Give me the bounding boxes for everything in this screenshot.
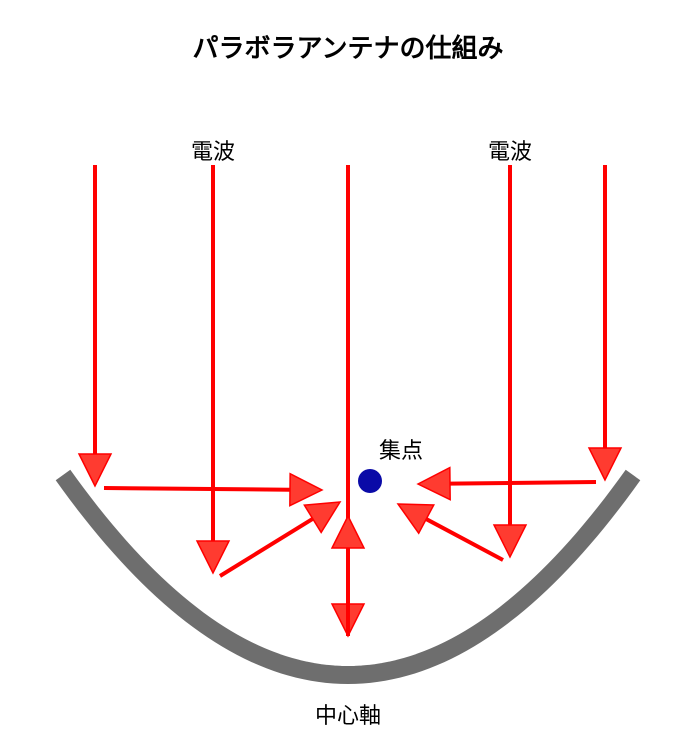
arrow-head-rf_2 — [304, 502, 340, 532]
arrow-line-rf_5 — [450, 482, 596, 484]
arrow-line-rf_4 — [426, 519, 503, 560]
label-wave-right: 電波 — [488, 134, 532, 166]
arrow-head-rf_1 — [290, 474, 322, 506]
diagram-stage: パラボラアンテナの仕組み 電波 電波 集点 中心軸 — [0, 0, 696, 744]
arrow-line-rf_2 — [220, 519, 313, 576]
label-focus: 集点 — [379, 433, 423, 465]
focus-point — [358, 469, 382, 493]
arrow-head-in_4 — [494, 525, 526, 557]
label-axis: 中心軸 — [315, 698, 381, 730]
arrow-line-rf_1 — [104, 488, 290, 490]
arrow-head-in_5 — [589, 448, 621, 480]
label-wave-left: 電波 — [191, 134, 235, 166]
arrow-head-rf_5 — [418, 468, 450, 500]
arrow-head-rf_3 — [332, 516, 364, 548]
arrow-head-in_2 — [197, 541, 229, 573]
arrow-head-in_1 — [79, 454, 111, 486]
diagram-svg — [0, 0, 696, 744]
